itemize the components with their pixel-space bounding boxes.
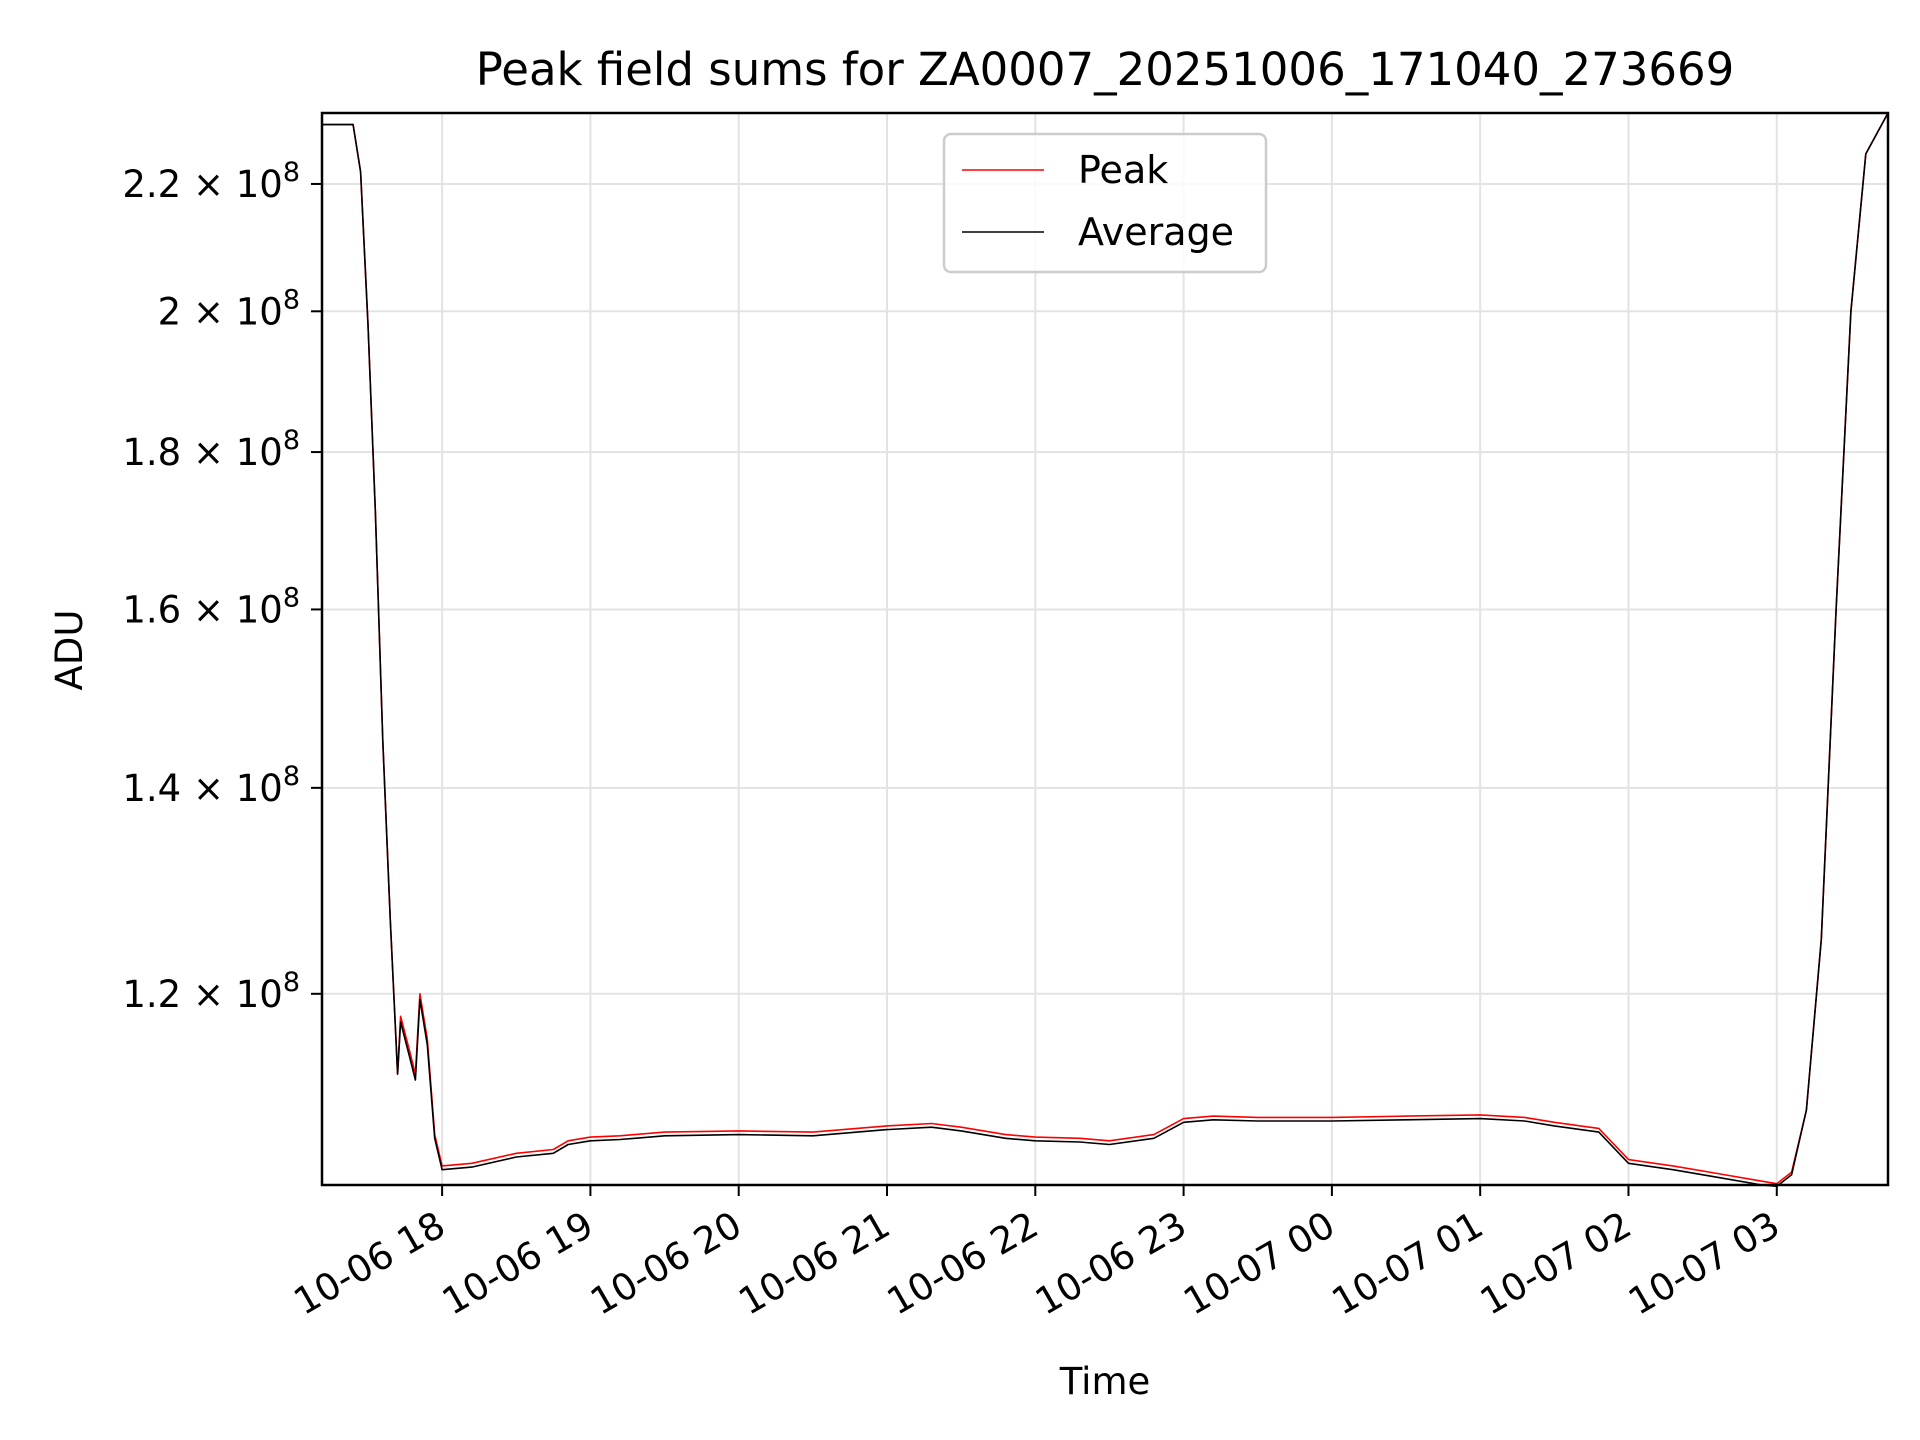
y-axis: 1.2 × 108 1.4 × 108 1.6 × 108 1.8 × 108 2 × … (122, 157, 322, 1016)
y-tick-label: 2 × 108 (158, 284, 300, 333)
y-tick-label: 1.6 × 108 (122, 582, 300, 631)
series-line-peak (322, 112, 1889, 1185)
y-tick-label: 1.4 × 108 (122, 761, 300, 810)
legend-box (942, 132, 1268, 274)
y-tick-label: 1.2 × 108 (122, 967, 300, 1016)
grid-lines (322, 113, 1888, 1185)
series-layer (322, 112, 1889, 1188)
series-line-average (322, 112, 1889, 1188)
plot-frame (320, 111, 1890, 1187)
chart-title: Peak field sums for ZA0007_20251006_1710… (476, 43, 1735, 96)
legend-average-label: Average (1078, 210, 1234, 254)
x-axis-label: Time (1059, 1360, 1151, 1403)
y-tick-label: 1.8 × 108 (122, 425, 300, 474)
legend-peak-label: Peak (1078, 148, 1168, 192)
y-axis-label: ADU (48, 610, 91, 691)
legend: Peak Average (942, 132, 1268, 274)
y-tick-label: 2.2 × 108 (122, 157, 300, 206)
